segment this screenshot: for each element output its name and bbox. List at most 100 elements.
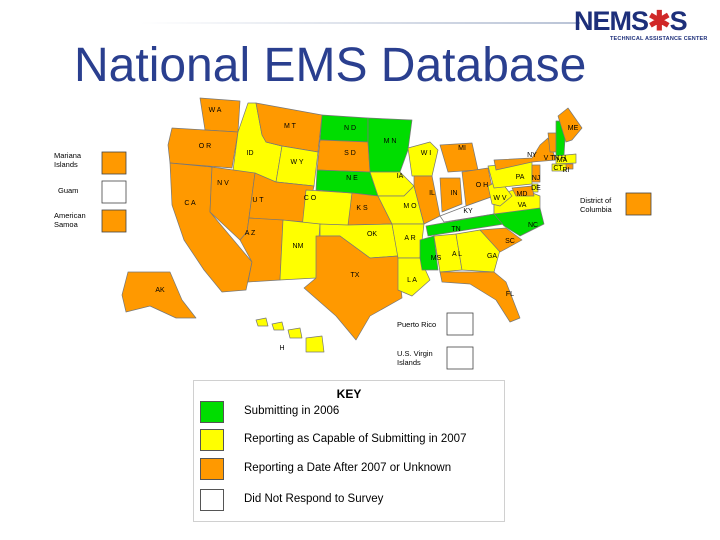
state-label-oh: O H — [476, 182, 488, 189]
state-label-tn: TN — [451, 226, 460, 233]
state-ct — [551, 163, 567, 172]
state-label-nj: NJ — [532, 175, 541, 182]
state-label-nh: N H — [554, 155, 566, 162]
legend-swatch — [200, 429, 224, 451]
state-label-az: A Z — [245, 230, 256, 237]
logo-wordmark: NEMS✱S — [574, 6, 688, 37]
legend-item-capable: Reporting as Capable of Submitting in 20… — [200, 429, 500, 453]
state-labels-layer: W A O R C A ID N V M T W Y U T A Z C O NM N D S D N E… — [155, 107, 578, 352]
territory-box-dc — [625, 192, 652, 216]
legend-label: Reporting as Capable of Submitting in 20… — [244, 433, 467, 445]
state-label-sd: S D — [344, 150, 356, 157]
state-ak — [121, 271, 197, 319]
state-label-wv: W V — [493, 195, 507, 202]
territory-label-dc: Columbia — [580, 205, 613, 214]
state-label-nd: N D — [344, 125, 356, 132]
state-label-nv: N V — [217, 180, 229, 187]
legend-swatch — [200, 458, 224, 480]
state-in — [439, 177, 463, 213]
legend-item-no-response: Did Not Respond to Survey — [200, 489, 500, 513]
state-label-nm: NM — [293, 243, 304, 250]
state-label-ia: IA — [397, 173, 404, 180]
territory-label-mp: Mariana — [54, 151, 82, 160]
state-or — [167, 127, 239, 169]
state-label-id: ID — [247, 150, 254, 157]
state-label-mi: MI — [458, 145, 466, 152]
state-label-la: L A — [407, 277, 417, 284]
territory-label-dc: District of — [580, 196, 612, 205]
legend-item-after-2007: Reporting a Date After 2007 or Unknown — [200, 458, 500, 482]
territory-label-as: Samoa — [54, 220, 79, 229]
state-me — [557, 107, 583, 143]
legend-swatch — [200, 489, 224, 511]
territory-box-as — [101, 209, 127, 233]
title-rule — [140, 22, 580, 24]
state-label-fl: FL — [506, 291, 514, 298]
state-label-ak: AK — [155, 287, 165, 294]
state-label-mn: M N — [384, 138, 397, 145]
territory-box-vi — [446, 346, 474, 370]
state-hi — [255, 317, 325, 353]
star-of-life-icon: ✱ — [648, 6, 671, 36]
state-label-ky: KY — [463, 208, 473, 215]
legend-item-submitting: Submitting in 2006 — [200, 401, 500, 425]
state-label-sc: SC — [505, 238, 515, 245]
territory-label-vi: U.S. Virgin — [397, 349, 433, 358]
legend-title: KEY — [336, 387, 362, 401]
state-md — [511, 185, 535, 197]
state-ma — [555, 153, 577, 165]
state-label-vt: V T — [544, 155, 555, 162]
state-label-wy: W Y — [290, 159, 303, 166]
state-label-il: IL — [429, 190, 435, 197]
logo-text-part1: NEMS — [574, 6, 649, 36]
state-label-co: C O — [304, 195, 317, 202]
state-label-ks: K S — [356, 205, 368, 212]
state-label-md: MD — [517, 191, 528, 198]
territory-box-mp — [101, 151, 127, 175]
territory-label-as: American — [54, 211, 86, 220]
territory-label-vi: Islands — [397, 358, 421, 367]
state-label-tx: TX — [351, 272, 360, 279]
state-label-de: DE — [531, 185, 541, 192]
state-label-me: ME — [568, 125, 579, 132]
state-label-pa: PA — [516, 174, 525, 181]
state-sc — [479, 227, 523, 253]
state-label-hi: H — [279, 345, 284, 352]
state-label-ar: A R — [404, 235, 415, 242]
territory-label-gu: Guam — [58, 186, 78, 195]
legend-label: Submitting in 2006 — [244, 405, 340, 417]
state-label-mo: M O — [403, 203, 417, 210]
state-nm — [279, 219, 321, 281]
state-nj — [531, 164, 541, 183]
states-layer — [121, 97, 583, 353]
state-label-or: O R — [199, 143, 211, 150]
logo-subtitle: TECHNICAL ASSISTANCE CENTER — [610, 36, 708, 42]
state-label-ma: MA — [557, 157, 568, 164]
state-label-ms: MS — [431, 255, 442, 262]
state-label-ok: OK — [367, 231, 377, 238]
state-label-ut: U T — [252, 197, 264, 204]
legend-label: Did Not Respond to Survey — [244, 493, 384, 505]
state-ga — [455, 229, 501, 273]
state-ms — [419, 235, 439, 271]
legend-label: Reporting a Date After 2007 or Unknown — [244, 462, 452, 474]
state-label-ny: NY — [527, 152, 537, 159]
legend: KEY Submitting in 2006 Reporting as Capa… — [193, 380, 505, 522]
territory-box-gu — [101, 180, 127, 204]
state-wa — [199, 97, 241, 133]
state-label-nc: NC — [528, 222, 538, 229]
state-label-va: VA — [518, 202, 527, 209]
state-label-wi: W I — [421, 150, 432, 157]
page-title: National EMS Database — [74, 39, 587, 92]
state-label-al: A L — [452, 251, 462, 258]
state-il — [413, 175, 441, 225]
state-label-ca: C A — [184, 200, 196, 207]
logo-text-part2: S — [669, 6, 688, 36]
state-tx — [303, 235, 403, 341]
legend-swatch — [200, 401, 224, 423]
state-mn — [367, 117, 413, 173]
state-label-ri: RI — [563, 167, 570, 174]
